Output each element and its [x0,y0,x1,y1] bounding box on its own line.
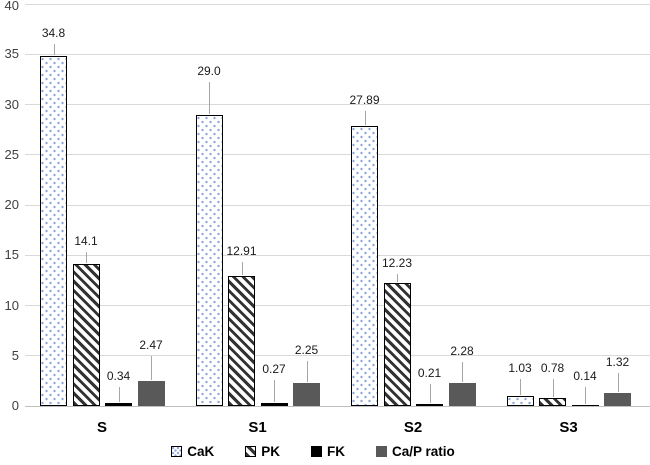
bar-pk-s1 [228,276,255,406]
bar-fk-s1 [260,403,288,406]
bar-ca-p-ratio-s [137,381,165,406]
x-tick-label-s1: S1 [248,419,267,436]
bar-pk-s2 [383,283,411,406]
data-label-leader-line [552,379,554,398]
gridline [25,154,650,156]
gridline [25,254,650,256]
data-label-leader-line [209,81,210,114]
legend-item-cak: CaK [171,444,214,459]
data-label-leader-line [53,44,55,56]
data-label-leader-line [86,252,87,264]
bar-fk-s2 [416,403,443,406]
data-label-cak-s: 34.8 [41,26,66,41]
legend-label-fk: FK [327,443,345,459]
legend-item-ca-p-ratio: Ca/P ratio [376,444,455,459]
gridline [25,305,650,306]
data-label-leader-line [520,378,521,395]
data-label-leader-line [364,110,366,125]
gridline [25,53,650,55]
data-label-fk-s1: 0.27 [262,362,286,377]
x-axis-line [25,405,650,407]
legend-swatch-ca-p-ratio-icon [376,445,387,457]
data-label-leader-line [397,274,398,283]
data-label-ca-p-ratio-s3: 1.32 [605,354,630,369]
legend-label-ca-p-ratio: Ca/P ratio [392,443,455,459]
bar-cak-s2 [351,125,378,406]
bar-fk-s [105,402,132,406]
data-label-pk-s3: 0.78 [540,361,565,376]
bar-fk-s3 [571,404,599,406]
y-tick-label: 35 [4,46,19,62]
data-label-cak-s1: 29.0 [197,63,221,78]
x-tick-label-s: S [96,419,107,436]
bar-pk-s [72,264,100,406]
data-label-cak-s2: 27.89 [349,92,380,107]
data-label-ca-p-ratio-s: 2.47 [139,338,163,353]
data-label-pk-s2: 12.23 [381,256,413,271]
legend-swatch-fk-icon [311,445,322,457]
y-tick-label: 20 [4,197,19,212]
legend-label-cak: CaK [187,443,215,459]
data-label-pk-s1: 12.91 [226,244,257,259]
data-label-fk-s2: 0.21 [417,365,442,380]
y-tick-label: 25 [4,146,19,162]
x-tick-label-s2: S2 [403,419,423,436]
gridline [25,3,650,5]
data-label-ca-p-ratio-s1: 2.25 [294,343,319,358]
x-tick-label-s3: S3 [559,419,578,436]
chart-legend: CaK PK FK Ca/P ratio [0,441,638,461]
y-tick-label: 30 [4,96,19,112]
legend-item-fk: FK [311,444,345,459]
legend-swatch-pk-icon [245,445,257,457]
bar-cak-s1 [195,114,223,406]
data-label-leader-line [585,386,586,404]
bar-cak-s [40,56,67,406]
y-tick-label: 10 [4,297,19,313]
bar-pk-s3 [539,398,566,406]
data-label-fk-s: 0.34 [106,368,131,383]
y-tick-label: 0 [11,398,19,413]
data-label-cak-s3: 1.03 [508,360,532,375]
data-label-fk-s3: 0.14 [573,368,597,383]
data-label-leader-line [617,372,619,392]
data-label-leader-line [118,386,120,402]
bar-ca-p-ratio-s3 [604,392,631,406]
data-label-leader-line [306,361,308,383]
gridline [25,104,650,105]
data-label-leader-line [274,380,275,403]
legend-label-pk: PK [261,443,280,459]
data-label-leader-line [151,356,152,381]
bar-ca-p-ratio-s1 [293,383,320,406]
y-tick-label: 40 [4,0,19,13]
data-label-pk-s: 14.1 [74,234,98,249]
gridline [25,355,650,357]
gridline [25,204,650,206]
y-tick-label: 15 [4,247,19,263]
legend-swatch-cak-icon [171,445,183,457]
y-tick-label: 5 [11,347,19,363]
bar-cak-s3 [506,395,534,406]
data-label-leader-line [429,383,431,403]
legend-item-pk: PK [245,444,280,459]
bar-ca-p-ratio-s2 [448,383,476,406]
data-label-ca-p-ratio-s2: 2.28 [450,344,474,359]
data-label-leader-line [241,262,243,276]
data-label-leader-line [462,362,463,383]
